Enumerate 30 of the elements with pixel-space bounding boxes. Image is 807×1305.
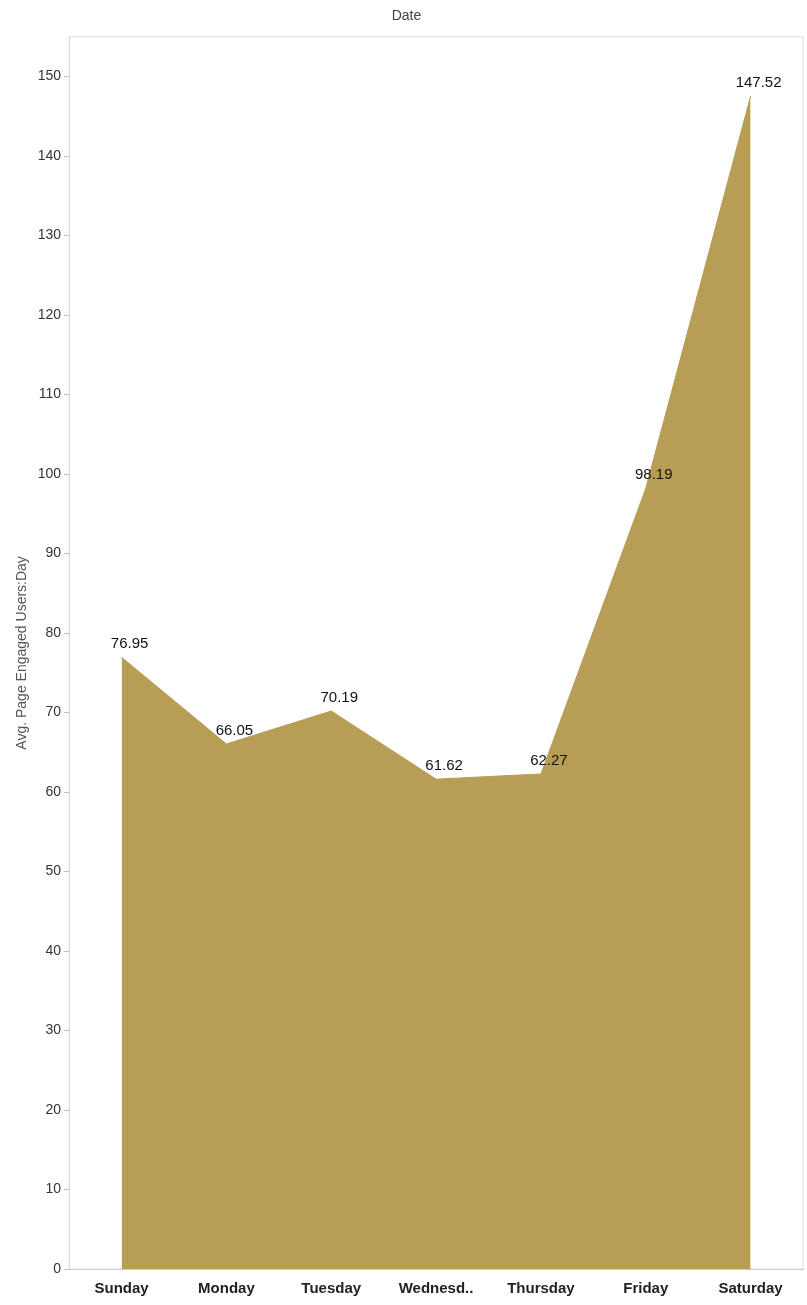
x-tick-label: Sunday <box>94 1279 150 1297</box>
y-tick-label: 60 <box>45 782 62 799</box>
x-tick-label: Wednesd.. <box>398 1279 474 1297</box>
y-tick-label: 120 <box>37 305 62 322</box>
y-axis-title: Avg. Page Engaged Users:Day <box>13 556 30 750</box>
y-tick-label: 100 <box>37 464 62 481</box>
y-tick-label: 50 <box>45 862 62 879</box>
y-tick-label: 150 <box>37 67 62 84</box>
y-tick-label: 80 <box>45 623 62 640</box>
y-tick-label: 30 <box>45 1021 62 1038</box>
x-axis-title: Date <box>391 7 422 24</box>
y-tick-label: 110 <box>38 385 62 402</box>
y-tick-label: 140 <box>37 146 62 163</box>
y-tick-label: 90 <box>45 544 62 561</box>
y-tick-label: 20 <box>45 1100 62 1117</box>
data-label: 70.19 <box>320 687 359 705</box>
y-tick-label: 0 <box>53 1259 62 1276</box>
y-tick-label: 40 <box>45 941 62 958</box>
data-label: 147.52 <box>735 72 782 90</box>
x-tick-label: Thursday <box>507 1279 576 1297</box>
x-tick-label: Saturday <box>718 1279 784 1297</box>
x-tick-label: Friday <box>623 1279 669 1297</box>
y-tick-label: 130 <box>37 226 62 243</box>
y-tick-label: 70 <box>45 703 62 720</box>
y-tick-label: 10 <box>45 1180 62 1197</box>
data-label: 61.62 <box>425 755 463 773</box>
data-label: 76.95 <box>110 633 149 651</box>
data-label: 66.05 <box>215 720 254 738</box>
x-tick-label: Monday <box>198 1279 256 1297</box>
x-tick-label: Tuesday <box>301 1279 362 1297</box>
